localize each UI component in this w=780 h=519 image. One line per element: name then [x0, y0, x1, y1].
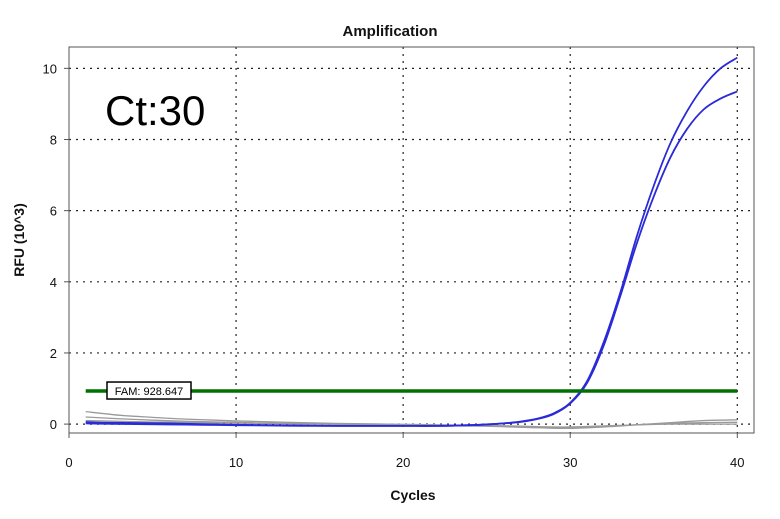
y-tick-label: 8	[50, 132, 57, 147]
x-axis-label: Cycles	[390, 487, 435, 503]
ct-annotation: Ct:30	[105, 87, 205, 134]
x-tick-label: 0	[65, 455, 72, 470]
y-tick-label: 0	[50, 417, 57, 432]
x-tick-label: 10	[229, 455, 243, 470]
amplification-curve	[85, 419, 738, 428]
threshold-label: FAM: 928.647	[115, 386, 184, 398]
y-axis-ticks: 0 2 4 6 8 10	[43, 61, 69, 432]
y-tick-label: 4	[50, 275, 57, 290]
y-tick-label: 6	[50, 204, 57, 219]
series-group	[85, 56, 738, 430]
threshold-group: FAM: 928.647	[85, 381, 738, 400]
chart-title: Amplification	[342, 23, 437, 40]
amplification-curve	[85, 90, 738, 427]
x-tick-label: 20	[396, 455, 410, 470]
y-tick-label: 2	[50, 346, 57, 361]
x-tick-label: 40	[730, 455, 744, 470]
y-axis-label: RFU (10^3)	[11, 203, 27, 277]
grid	[69, 47, 754, 433]
plot-frame	[68, 46, 755, 434]
x-axis-ticks: 0 10 20 30 40	[65, 433, 745, 470]
y-tick-label: 10	[43, 61, 57, 76]
x-tick-label: 30	[563, 455, 577, 470]
threshold-label-box	[106, 381, 192, 400]
